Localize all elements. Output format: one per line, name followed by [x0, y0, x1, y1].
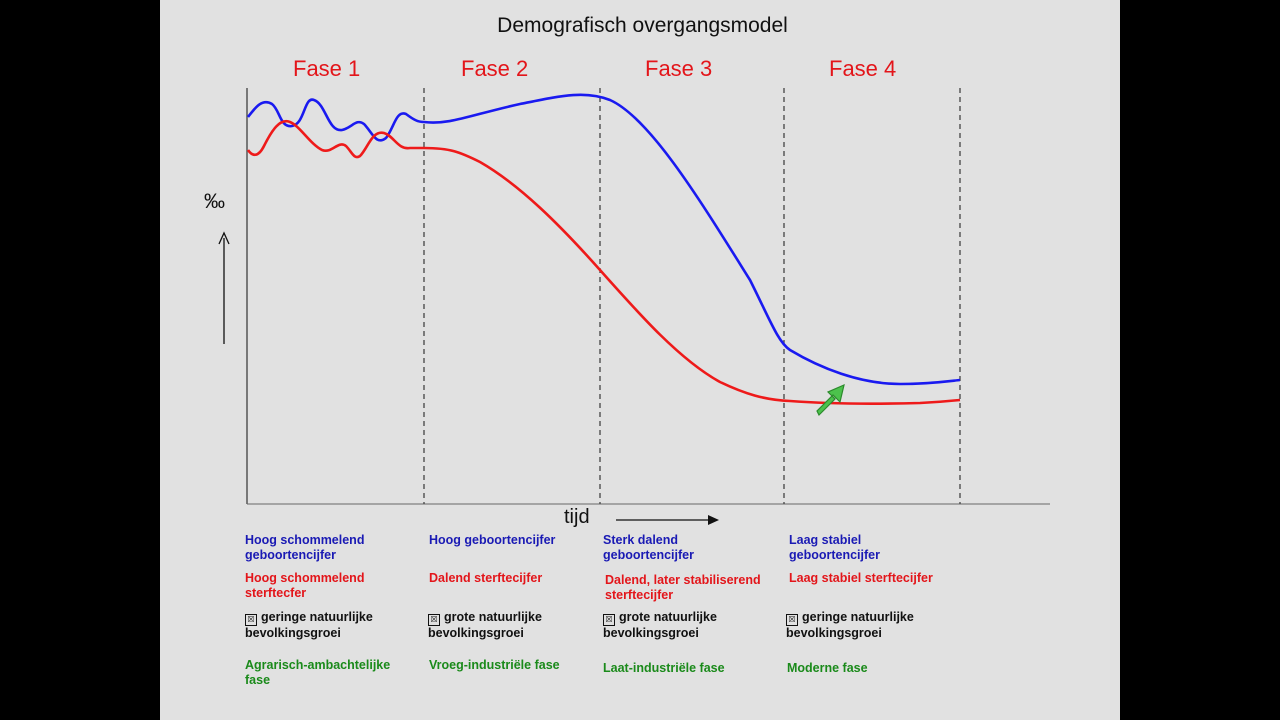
- birth-text: Sterk dalend geboortencijfer: [603, 533, 694, 562]
- y-axis-label: ‰: [204, 190, 225, 213]
- death-text: Dalend, later stabiliserend sterftecijfe…: [605, 573, 761, 602]
- economy-text: Moderne fase: [787, 661, 868, 675]
- birth-text: Hoog schommelend geboortencijfer: [245, 533, 365, 562]
- economy-text: Laat-industriële fase: [603, 661, 725, 675]
- checkbox-icon: ☒: [428, 614, 440, 626]
- birth-text: Hoog geboortencijfer: [429, 533, 556, 547]
- growth-text: ☒ grote natuurlijke bevolkingsgroei: [428, 610, 542, 640]
- phase-label-4: Fase 4: [829, 56, 897, 81]
- checkbox-icon: ☒: [245, 614, 257, 626]
- checkbox-icon: ☒: [786, 614, 798, 626]
- phase-label-3: Fase 3: [645, 56, 713, 81]
- diagram-title: Demografisch overgangsmodel: [497, 14, 788, 37]
- death-rate-curve: [246, 119, 961, 405]
- y-arrow-head-icon: [218, 231, 230, 245]
- growth-text: ☒ geringe natuurlijke bevolkingsgroei: [786, 610, 914, 640]
- death-text: Dalend sterftecijfer: [429, 571, 543, 585]
- death-text: Laag stabiel sterftecijfer: [789, 571, 933, 585]
- growth-text: ☒ grote natuurlijke bevolkingsgroei: [603, 610, 717, 640]
- birth-rate-curve: [246, 93, 961, 386]
- x-arrow-head-icon: [708, 515, 719, 525]
- economy-text: Agrarisch-ambachtelijke fase: [245, 658, 391, 687]
- growth-text: ☒ geringe natuurlijke bevolkingsgroei: [245, 610, 373, 640]
- checkbox-icon: ☒: [603, 614, 615, 626]
- x-axis-label: tijd: [564, 506, 590, 528]
- phase-label-1: Fase 1: [293, 56, 361, 81]
- economy-text: Vroeg-industriële fase: [429, 658, 560, 672]
- death-text: Hoog schommelend sterftecfer: [245, 571, 365, 600]
- birth-text: Laag stabiel geboortencijfer: [789, 533, 880, 562]
- green-arrow-icon: [816, 383, 845, 417]
- phase-label-2: Fase 2: [461, 56, 529, 81]
